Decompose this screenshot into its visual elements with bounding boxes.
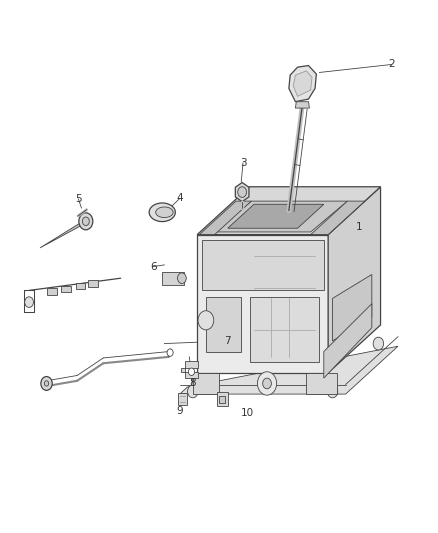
Polygon shape (206, 297, 241, 352)
Ellipse shape (155, 207, 173, 217)
Circle shape (82, 217, 89, 225)
Text: 5: 5 (75, 194, 82, 204)
Polygon shape (197, 187, 381, 235)
Polygon shape (250, 297, 319, 362)
Text: 1: 1 (355, 222, 362, 232)
Polygon shape (47, 288, 57, 295)
Text: 9: 9 (177, 406, 183, 416)
Text: 8: 8 (190, 378, 196, 389)
Polygon shape (199, 201, 251, 235)
Polygon shape (235, 182, 249, 201)
Polygon shape (332, 274, 372, 341)
Polygon shape (40, 220, 86, 248)
Circle shape (188, 368, 194, 375)
Polygon shape (193, 373, 219, 394)
Polygon shape (180, 361, 198, 378)
Text: 10: 10 (241, 408, 254, 418)
Text: 4: 4 (177, 193, 183, 204)
Polygon shape (328, 187, 381, 373)
Polygon shape (180, 346, 398, 394)
Polygon shape (197, 235, 328, 373)
Circle shape (258, 372, 277, 395)
Circle shape (25, 297, 33, 308)
Circle shape (79, 213, 93, 230)
Polygon shape (88, 280, 98, 287)
Polygon shape (177, 393, 187, 405)
Circle shape (327, 385, 338, 398)
Polygon shape (306, 373, 337, 394)
Polygon shape (289, 66, 316, 102)
Polygon shape (217, 392, 228, 406)
Circle shape (41, 376, 52, 390)
Polygon shape (201, 240, 324, 290)
Polygon shape (76, 282, 85, 289)
Polygon shape (162, 272, 184, 285)
Circle shape (187, 385, 198, 398)
Polygon shape (293, 71, 312, 96)
Circle shape (167, 349, 173, 357)
Polygon shape (295, 102, 309, 108)
Polygon shape (311, 201, 365, 235)
Circle shape (263, 378, 272, 389)
Ellipse shape (149, 203, 175, 222)
Polygon shape (219, 395, 225, 402)
Circle shape (238, 187, 247, 197)
Polygon shape (228, 204, 324, 228)
Text: 2: 2 (388, 60, 395, 69)
Circle shape (44, 381, 49, 386)
Circle shape (198, 311, 214, 330)
Text: 3: 3 (240, 158, 246, 168)
Polygon shape (61, 286, 71, 292)
Text: 7: 7 (224, 336, 231, 346)
Circle shape (373, 337, 384, 350)
Text: 6: 6 (150, 262, 157, 271)
Circle shape (177, 273, 186, 284)
Polygon shape (215, 201, 347, 232)
Polygon shape (324, 304, 372, 378)
